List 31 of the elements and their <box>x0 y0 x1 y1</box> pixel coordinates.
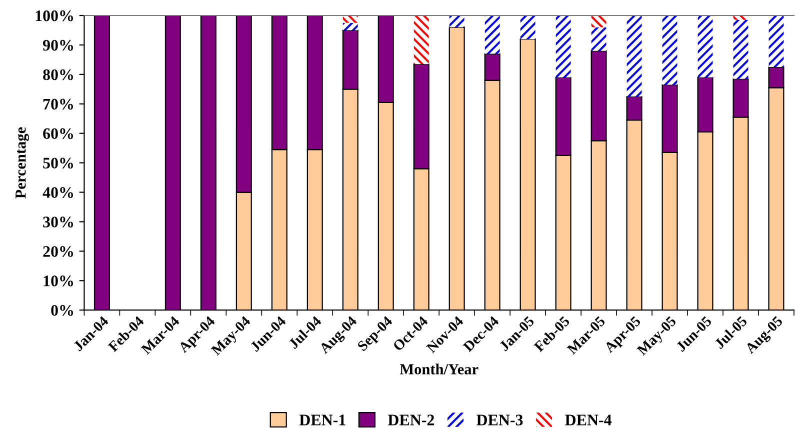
x-axis-title: Month/Year <box>400 364 478 374</box>
y-tick-label: 40% <box>42 187 73 198</box>
bar <box>591 27 606 51</box>
bar <box>733 20 748 79</box>
legend-label: DEN-4 <box>565 414 612 426</box>
y-tick-label: 90% <box>42 40 73 51</box>
y-tick-label: 80% <box>43 69 73 80</box>
y-tick-label: 70% <box>43 98 73 110</box>
legend-label: DEN-3 <box>476 414 523 426</box>
bar <box>662 16 678 85</box>
bar <box>626 16 642 97</box>
y-axis-title: Percentage <box>16 127 29 198</box>
y-tick-label: 0% <box>51 305 73 316</box>
y-tick-label: 30% <box>43 216 73 228</box>
bar <box>484 16 500 54</box>
bar <box>591 16 606 28</box>
y-tick-label: 20% <box>43 246 73 257</box>
bar <box>768 16 784 68</box>
legend-label: DEN-1 <box>299 414 346 426</box>
bar <box>342 16 358 23</box>
bar <box>414 16 429 64</box>
y-tick-label: 50% <box>43 158 73 169</box>
legend-label: DEN-2 <box>388 414 434 426</box>
y-tick-label: 60% <box>43 128 73 140</box>
bar <box>698 16 713 78</box>
bar <box>520 16 536 40</box>
bar <box>556 16 571 78</box>
bar <box>342 22 358 30</box>
y-tick-label: 100% <box>36 10 73 22</box>
bar <box>449 16 464 28</box>
y-tick-label: 10% <box>44 276 73 286</box>
